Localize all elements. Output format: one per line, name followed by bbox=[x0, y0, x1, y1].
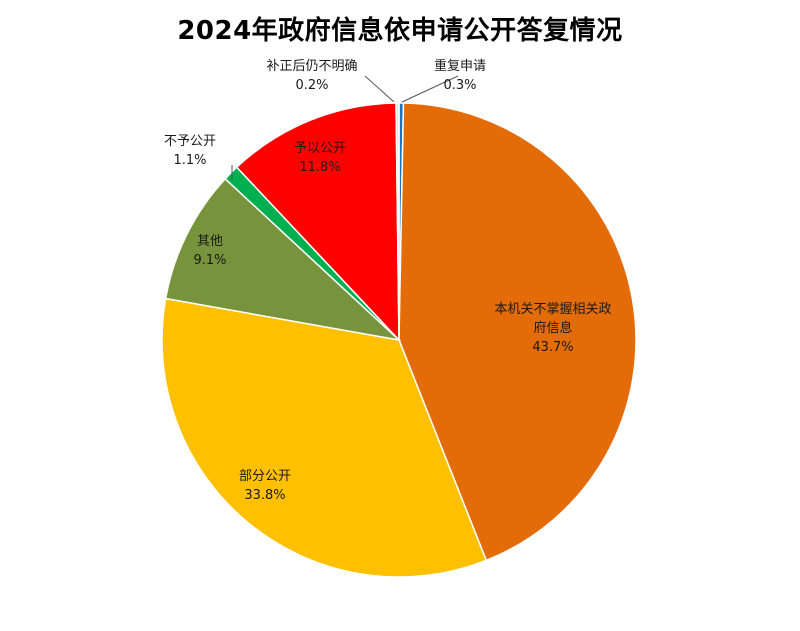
pie-slice bbox=[395, 102, 400, 341]
slice-label: 予以公开 11.8% bbox=[294, 141, 346, 175]
slice-percent: 0.2% bbox=[295, 78, 328, 93]
slice-percent: 33.8% bbox=[244, 488, 285, 503]
slice-name: 府信息 bbox=[533, 320, 572, 336]
pie-slice bbox=[161, 297, 488, 578]
slice-percent: 9.1% bbox=[193, 253, 226, 268]
slice-percent: 0.3% bbox=[443, 78, 476, 93]
slice-label: 重复申请 0.3% bbox=[434, 58, 486, 93]
slice-label: 部分公开 33.8% bbox=[239, 469, 291, 503]
slice-name: 补正后仍不明确 bbox=[266, 59, 357, 74]
pie-slice bbox=[398, 102, 637, 562]
slice-percent: 11.8% bbox=[299, 160, 340, 175]
pie-slice bbox=[235, 102, 400, 342]
pie-slice bbox=[164, 177, 402, 342]
slice-percent: 1.1% bbox=[173, 153, 206, 168]
slice-percent: 43.7% bbox=[532, 340, 573, 355]
slice-name: 部分公开 bbox=[239, 469, 291, 484]
slice-name: 重复申请 bbox=[434, 58, 486, 74]
slice-label: 补正后仍不明确 0.2% bbox=[266, 59, 357, 93]
slice-label: 不予公开 1.1% bbox=[164, 134, 216, 168]
slice-label: 其他 9.1% bbox=[193, 234, 226, 268]
chart-title: 2024年政府信息依申请公开答复情况 bbox=[177, 16, 623, 46]
leader-line bbox=[401, 75, 459, 103]
slice-name: 本机关不掌握相关政 bbox=[494, 302, 611, 317]
slice-name: 不予公开 bbox=[164, 134, 216, 149]
leader-line bbox=[364, 75, 395, 103]
slice-name: 其他 bbox=[197, 234, 223, 249]
slice-name: 予以公开 bbox=[294, 141, 346, 156]
